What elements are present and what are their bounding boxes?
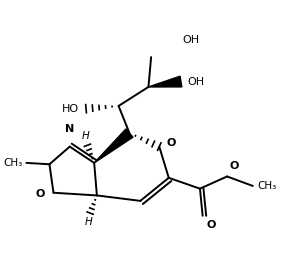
Text: O: O (166, 138, 175, 148)
Text: HO: HO (62, 104, 79, 114)
Text: OH: OH (188, 77, 205, 86)
Text: O: O (36, 189, 45, 199)
Text: CH₃: CH₃ (257, 181, 276, 191)
Polygon shape (94, 129, 133, 163)
Text: OH: OH (182, 35, 199, 45)
Text: O: O (230, 161, 239, 171)
Text: O: O (207, 220, 216, 230)
Text: H: H (85, 217, 92, 227)
Text: CH₃: CH₃ (3, 158, 22, 168)
Polygon shape (148, 76, 182, 87)
Text: N: N (65, 124, 74, 134)
Text: H: H (82, 131, 90, 141)
